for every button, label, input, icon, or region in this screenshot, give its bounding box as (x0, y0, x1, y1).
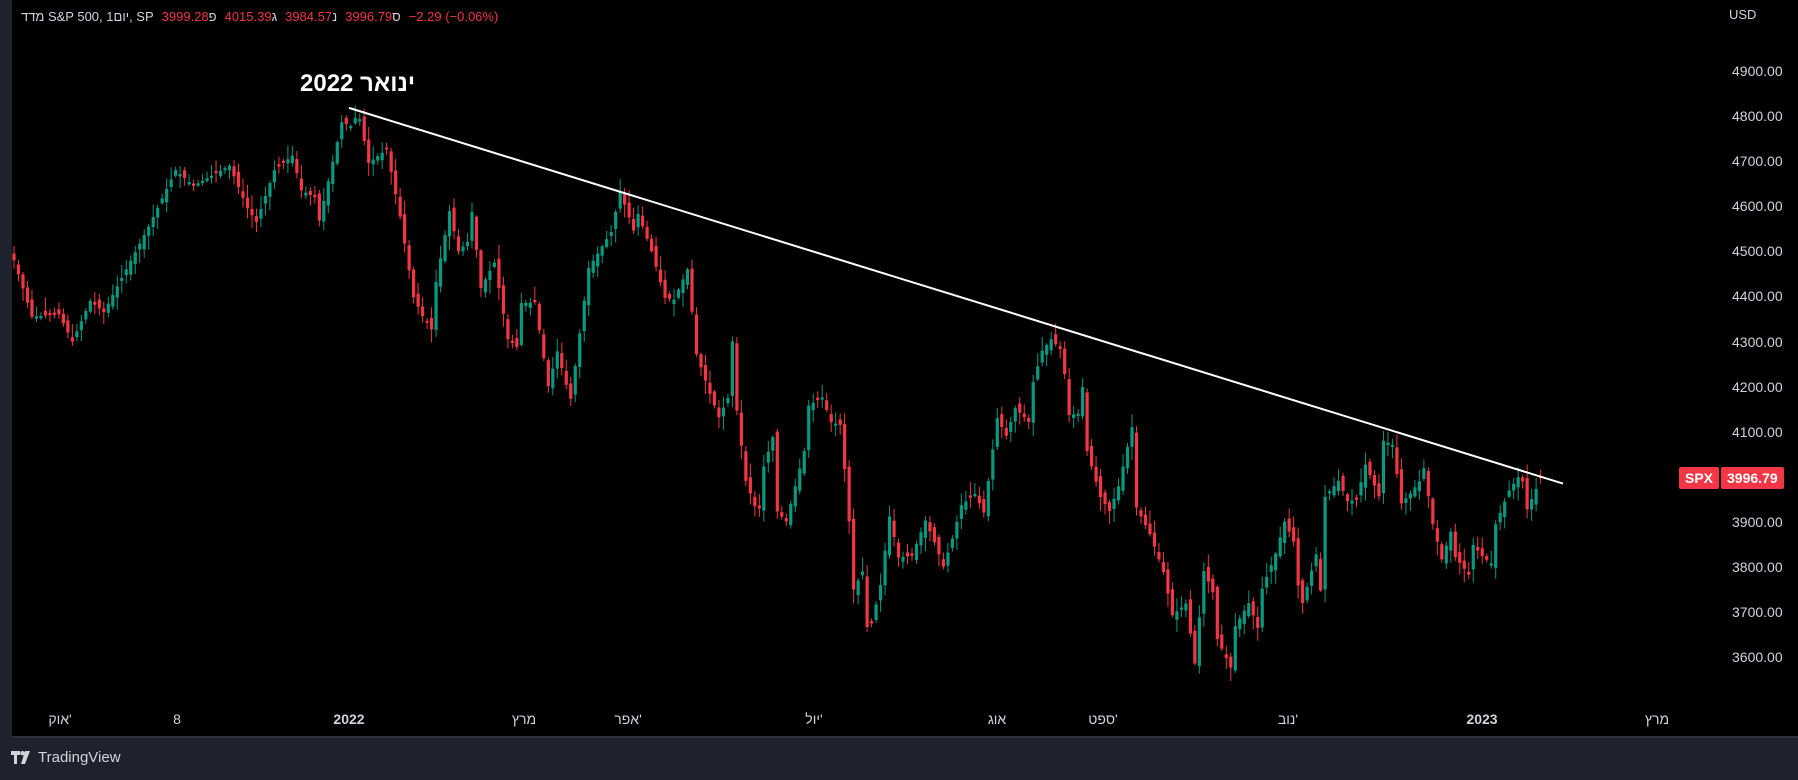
text-annotation[interactable]: ינואר 2022 (300, 70, 416, 97)
high-label: ג (271, 9, 278, 24)
pane-divider (12, 736, 1798, 738)
price-tick: 4100.00 (1732, 423, 1783, 440)
time-tick: יול' (805, 711, 823, 727)
close-label: ס (392, 9, 401, 24)
tradingview-logo[interactable]: TradingView (11, 749, 121, 766)
price-tick: 4600.00 (1732, 198, 1783, 215)
low-value: 3984.57 (285, 9, 333, 24)
time-tick: 2022 (333, 711, 365, 727)
last-price-badge: SPX 3996.79 (1679, 467, 1784, 489)
price-tick: 4900.00 (1732, 62, 1783, 79)
price-tick: 4800.00 (1732, 108, 1783, 124)
price-tick: 3700.00 (1732, 604, 1783, 621)
time-tick: אוג (987, 711, 1007, 727)
price-tick: 3800.00 (1732, 559, 1783, 575)
symbol-legend[interactable]: מדד S&P 500, 1יום, SP פ3999.28 ג4015.39 … (21, 9, 498, 24)
candles-layer (12, 105, 1543, 682)
brand-name: TradingView (38, 749, 121, 766)
price-tick: 4200.00 (1732, 378, 1783, 395)
open-value: 3999.28 (161, 9, 209, 24)
low-label: נ (332, 9, 338, 24)
symbol-title: מדד S&P 500, 1יום, SP (21, 9, 154, 24)
tradingview-logo-icon (11, 751, 30, 764)
time-tick: נוב' (1277, 711, 1299, 727)
close-value: 3996.79 (345, 9, 393, 24)
badge-price: 3996.79 (1721, 467, 1784, 489)
price-tick: 4500.00 (1732, 243, 1783, 260)
price-tick: 4700.00 (1732, 153, 1783, 170)
time-tick: ספט' (1088, 711, 1118, 727)
time-tick: מרץ (1644, 711, 1670, 727)
open-label: פ (208, 9, 217, 24)
high-value: 4015.39 (224, 9, 272, 24)
time-tick: 2023 (1466, 711, 1498, 727)
time-tick: מרץ (511, 711, 537, 727)
time-tick: אפר' (614, 711, 642, 727)
currency-label[interactable]: USD (1729, 7, 1757, 22)
badge-symbol: SPX (1679, 467, 1720, 489)
change-value: −2.29 (−0.06%) (408, 9, 499, 24)
trendline[interactable] (348, 106, 1564, 485)
price-tick: 3600.00 (1732, 649, 1783, 666)
chart-pane[interactable] (12, 0, 1798, 736)
price-tick: 4300.00 (1732, 333, 1783, 350)
time-tick: אוק' (48, 711, 72, 727)
price-tick: 4400.00 (1732, 288, 1783, 305)
time-tick: 8 (173, 711, 181, 727)
price-tick: 3900.00 (1732, 513, 1783, 530)
